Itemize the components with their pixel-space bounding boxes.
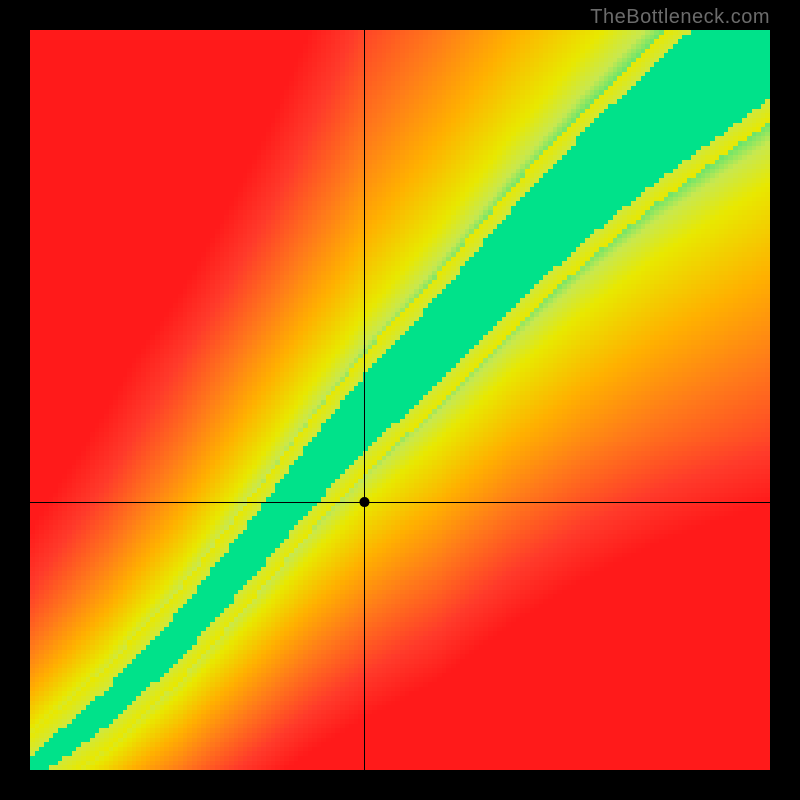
heatmap-canvas (0, 0, 800, 800)
watermark-text: TheBottleneck.com (590, 6, 770, 29)
chart-container: TheBottleneck.com (0, 0, 800, 800)
